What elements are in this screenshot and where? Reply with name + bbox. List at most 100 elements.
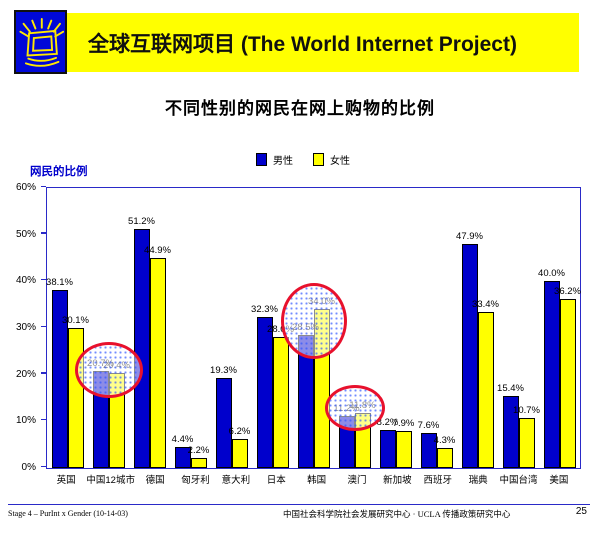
bar-male [502,396,519,468]
bar-female [231,439,248,468]
legend-swatch-female [313,153,324,166]
slide-title: 不同性别的网民在网上购物的比例 [165,99,435,118]
bar-group: 47.9% 33.4% [456,188,499,468]
bar-female [559,299,576,468]
category-label: 韩国 [307,475,327,486]
footer-left-text: Stage 4 – PurInt x Gender (10-14-03) [8,509,128,518]
legend-item-male: 男性 [256,152,293,167]
legend-label-female: 女性 [330,156,350,167]
bar-male [133,229,150,468]
bar-male [256,317,273,468]
highlight-circle [280,283,347,359]
bar-male [379,430,396,468]
page-number: 25 [575,506,587,517]
ytick-label: 40% [15,275,36,287]
bar-value-label: 10.7% [513,405,540,416]
bar-male [543,281,560,468]
bar-group: 38.1% 30.1% [46,188,89,468]
ytick-label: 60% [15,182,36,193]
bar-value-label: 36.2% [554,286,581,297]
bar-group: 51.2% 44.9% [128,188,171,468]
category-label: 日本 [266,475,286,486]
bar-value-label: 15.4% [497,383,524,394]
wip-logo [14,10,67,74]
bar-group: 20.7%20.4% [87,188,130,468]
bar-female [149,258,166,468]
bar-value-label: 38.1% [46,277,73,288]
y-axis-ticks: 0% 10% 20% 30% 40% 50% 60% [0,182,46,473]
bar-value-label: 4.4% [171,434,194,445]
bar-value-label: 44.9% [144,245,171,256]
bar-chart: 网民的比例 男性 女性 0% 10% 20% 30% 40% 50% 60% 38.1% 30… [0,150,600,500]
bar-group: 4.4% 2.2% [170,188,211,468]
ytick-mark [41,232,46,234]
ytick-mark [41,325,46,327]
bar-male [174,447,191,468]
plot-area: 38.1%30.1%20.7%20.4%51.2%44.9%4.4%2.2%19… [46,187,581,469]
bar-value-label: 19.3% [210,365,237,376]
ytick-label: 30% [15,322,36,333]
bar-male [215,378,232,468]
category-label: 意大利 [221,475,251,486]
legend-label-male: 男性 [273,156,293,167]
footer-center-text: 中国社会科学院社会发展研究中心 · UCLA 传播政策研究中心 [283,509,511,519]
chart-legend: 男性 女性 [256,152,350,167]
bar-value-label: 4.3% [433,435,456,446]
legend-swatch-male [256,153,267,166]
bar-value-label: 6.2% [228,426,251,437]
category-label: 中国台湾 [499,475,538,486]
bar-female [272,337,289,468]
category-label: 瑞典 [468,475,488,486]
ytick-label: 0% [21,462,36,473]
bar-value-label: 40.0% [538,268,565,279]
bar-value-label: 47.9% [456,231,483,242]
legend-item-female: 女性 [313,152,350,167]
bar-female [395,431,412,468]
bar-male [51,290,68,468]
ytick-label: 50% [15,228,36,240]
bar-value-label: 8.2% [376,417,399,428]
header-banner: 全球互联网项目 (The World Internet Project) [14,10,579,74]
bar-group: 15.4% 10.7% [497,188,540,468]
category-label: 西班牙 [423,475,453,486]
category-label: 澳门 [347,475,367,486]
ytick-mark [41,465,46,467]
bar-group: 7.6% 4.3% [416,188,457,468]
category-label: 德国 [145,475,165,486]
bar-female [190,458,207,468]
bar-value-label: 7.6% [417,420,440,431]
category-label: 新加坡 [383,475,412,486]
bar-male [461,244,478,468]
highlight-circle [324,385,385,431]
bar-female [518,418,535,468]
category-label: 英国 [56,475,76,486]
highlight-circle [74,342,143,398]
ytick-mark [41,278,46,281]
bar-group: 19.3% 6.2% [210,188,252,468]
bar-group: 32.3% 28.0% [251,188,294,468]
ytick-mark [41,185,46,187]
category-label: 匈牙利 [181,475,210,486]
banner-title: 全球互联网项目 (The World Internet Project) [88,32,517,56]
bar-male [420,433,437,468]
bar-female [436,448,453,468]
bar-value-label: 30.1% [62,315,89,326]
bar-value-label: 2.2% [187,445,210,456]
bar-value-label: 33.4% [472,299,499,310]
bar-value-label: 7.9% [392,418,415,429]
bar-female [477,312,494,468]
bar-group: 40.0% 36.2% [538,188,581,468]
y-axis-label: 网民的比例 [30,166,88,178]
category-label: 中国12城市 [86,475,135,486]
ytick-label: 20% [15,368,36,380]
ytick-label: 10% [15,415,36,427]
x-axis-labels: 英国 中国12城市 德国 匈牙利 意大利 日本 韩国 澳门 新加坡 西班牙 瑞典 中国台湾 美国 [46,472,579,486]
bar-value-label: 32.3% [251,304,278,315]
footer-divider [8,504,590,505]
bar-value-label: 28.0% [267,324,294,335]
ytick-mark [41,372,46,374]
shining-monitor-icon [18,18,64,67]
bar-female [67,328,84,468]
ytick-mark [41,418,46,421]
bar-value-label: 51.2% [128,216,155,227]
